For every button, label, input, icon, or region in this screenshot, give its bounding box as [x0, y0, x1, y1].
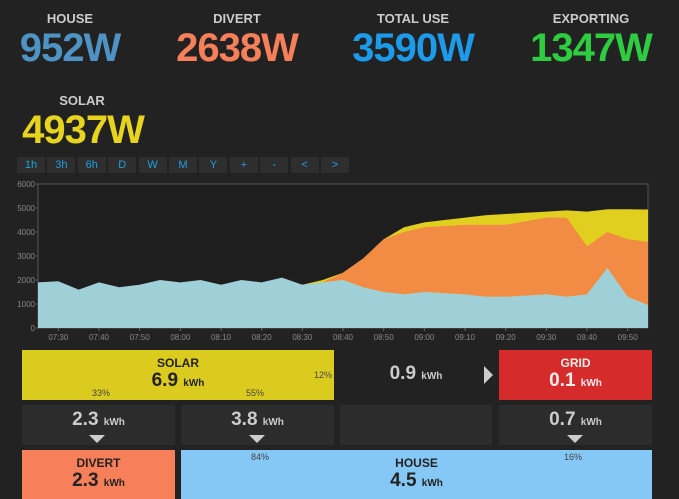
x-tick-label: 09:50 — [618, 333, 639, 342]
range-button[interactable]: D — [108, 157, 137, 173]
y-tick-label: 5000 — [17, 204, 35, 213]
value: 6.9 — [151, 370, 179, 391]
stat-value: 2638W — [176, 26, 299, 70]
value: 4.5 — [390, 470, 417, 491]
y-tick-label: 3000 — [17, 252, 35, 261]
unit: kWh — [580, 417, 602, 428]
range-button[interactable]: - — [260, 157, 289, 173]
x-tick-label: 09:30 — [536, 333, 557, 342]
arrow — [89, 435, 105, 443]
range-button[interactable]: 1h — [17, 157, 45, 173]
area — [38, 268, 648, 328]
x-tick-label: 08:30 — [292, 333, 313, 342]
range-button[interactable]: < — [290, 157, 319, 173]
y-tick-label: 6000 — [17, 180, 35, 189]
range-button[interactable]: 6h — [77, 157, 106, 173]
stat-label: HOUSE — [46, 11, 94, 26]
x-tick-label: 08:20 — [252, 333, 273, 342]
x-tick-label: 09:10 — [455, 333, 476, 342]
range-button[interactable]: Y — [199, 157, 228, 173]
pct: 16% — [564, 452, 583, 462]
unit: kWh — [262, 417, 284, 428]
arrow — [567, 435, 583, 443]
unit: kWh — [103, 478, 125, 489]
unit: kWh — [421, 478, 443, 489]
value: 2.3 — [72, 409, 99, 430]
range-button[interactable]: 3h — [47, 157, 76, 173]
x-tick-label: 09:40 — [577, 333, 598, 342]
stat-label: TOTAL USE — [376, 11, 450, 26]
pct: 55% — [246, 388, 265, 398]
label: GRID — [560, 356, 591, 370]
value: 3.8 — [231, 409, 258, 430]
unit: kWh — [103, 417, 125, 428]
solar-label: SOLAR — [59, 93, 105, 108]
area — [38, 217, 648, 306]
value: 0.1 — [549, 370, 576, 391]
y-tick-label: 1000 — [17, 300, 35, 309]
stat-value: 3590W — [352, 26, 475, 70]
range-button[interactable]: W — [138, 157, 167, 173]
grid-link: 0.9 kWh — [340, 350, 492, 400]
stat-value: 1347W — [530, 26, 653, 70]
x-tick-label: 08:00 — [170, 333, 191, 342]
solar-box: SOLAR 6.9 kWh 33% 55% 12% — [22, 350, 334, 400]
empty-box — [340, 405, 492, 445]
label: DIVERT — [76, 456, 121, 470]
chart: 0 1000 2000 3000 4000 5000 6000 07:30 07:40 07:50… — [17, 180, 649, 342]
value: 0.9 — [389, 363, 417, 384]
solar-value: 4937W — [22, 108, 145, 152]
y-tick-label: 2000 — [17, 276, 35, 285]
pct: 84% — [251, 452, 270, 462]
x-tick-label: 07:50 — [130, 333, 151, 342]
stat-label: EXPORTING — [552, 11, 630, 26]
range-button[interactable]: M — [169, 157, 197, 173]
grid-box: GRID 0.1 kWh — [499, 350, 652, 400]
unit: kWh — [421, 371, 443, 382]
stat-label: DIVERT — [213, 11, 261, 26]
x-tick-label: 08:50 — [374, 333, 395, 342]
pct: 33% — [92, 388, 111, 398]
y-tick-label: 4000 — [17, 228, 35, 237]
unit: kWh — [580, 378, 602, 389]
value: 0.7 — [549, 409, 576, 430]
x-tick-label: 07:30 — [48, 333, 69, 342]
pct: 12% — [313, 370, 332, 380]
stat-value: 952W — [19, 26, 122, 70]
arrow — [249, 435, 265, 443]
unit: kWh — [183, 378, 205, 389]
range-button[interactable]: > — [321, 157, 349, 173]
label: SOLAR — [157, 356, 199, 370]
value: 2.3 — [72, 470, 99, 491]
label: HOUSE — [395, 456, 438, 470]
x-tick-label: 09:20 — [496, 333, 517, 342]
x-tick-label: 07:40 — [89, 333, 110, 342]
arrow — [484, 366, 493, 384]
y-tick-label: 0 — [31, 324, 36, 333]
divert-box: DIVERT 2.3 kWh — [22, 450, 175, 499]
x-tick-label: 08:40 — [333, 333, 354, 342]
x-tick-label: 09:00 — [414, 333, 435, 342]
house-box: HOUSE 4.5 kWh 84% 16% — [181, 450, 652, 499]
range-button[interactable]: + — [229, 157, 258, 173]
x-tick-label: 08:10 — [211, 333, 232, 342]
